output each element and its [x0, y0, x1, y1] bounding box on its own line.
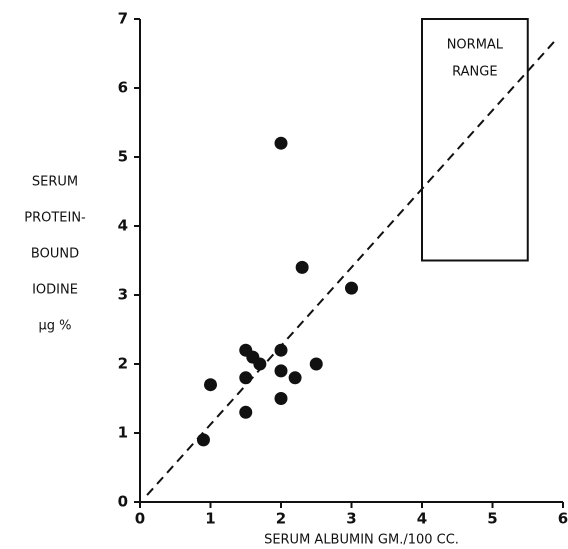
x-tick-label: 3 [346, 510, 356, 528]
normal-range-box [421, 18, 529, 262]
y-axis-label: SERUM [32, 175, 78, 190]
y-axis-label: μg % [38, 319, 71, 334]
data-point [288, 371, 302, 385]
normal-range-label: NORMAL [447, 38, 504, 53]
data-point [345, 281, 358, 295]
data-point [309, 357, 323, 371]
x-tick-label: 4 [417, 510, 427, 528]
trend-line [146, 39, 557, 496]
data-point [295, 260, 309, 274]
data-point [239, 405, 253, 419]
data-point [274, 392, 288, 405]
data-point [204, 378, 217, 392]
x-tick-label: 6 [558, 510, 568, 528]
y-tick-label: 3 [118, 286, 128, 304]
data-point [274, 364, 288, 378]
y-tick-label: 2 [118, 355, 128, 373]
data-point [239, 371, 253, 385]
y-tick-label: 1 [118, 424, 128, 442]
data-point [253, 357, 267, 371]
normal-range-label: RANGE [452, 65, 497, 80]
x-axis-label: SERUM ALBUMIN GM./100 CC. [264, 533, 459, 548]
y-axis-label: BOUND [31, 247, 79, 262]
y-tick-label: 4 [118, 217, 128, 235]
x-tick-label: 1 [205, 510, 215, 528]
x-tick-label: 2 [276, 510, 286, 528]
data-point [196, 433, 210, 447]
y-axis-label: PROTEIN- [24, 211, 86, 226]
y-tick-label: 0 [118, 493, 128, 511]
y-axis-label: IODINE [32, 283, 78, 298]
data-point [274, 136, 288, 150]
x-tick-label: 0 [135, 510, 145, 528]
x-tick-label: 5 [487, 510, 497, 528]
y-tick-label: 5 [118, 148, 128, 166]
data-point [274, 343, 288, 357]
y-tick-label: 7 [118, 10, 128, 28]
y-tick-label: 6 [118, 79, 128, 97]
